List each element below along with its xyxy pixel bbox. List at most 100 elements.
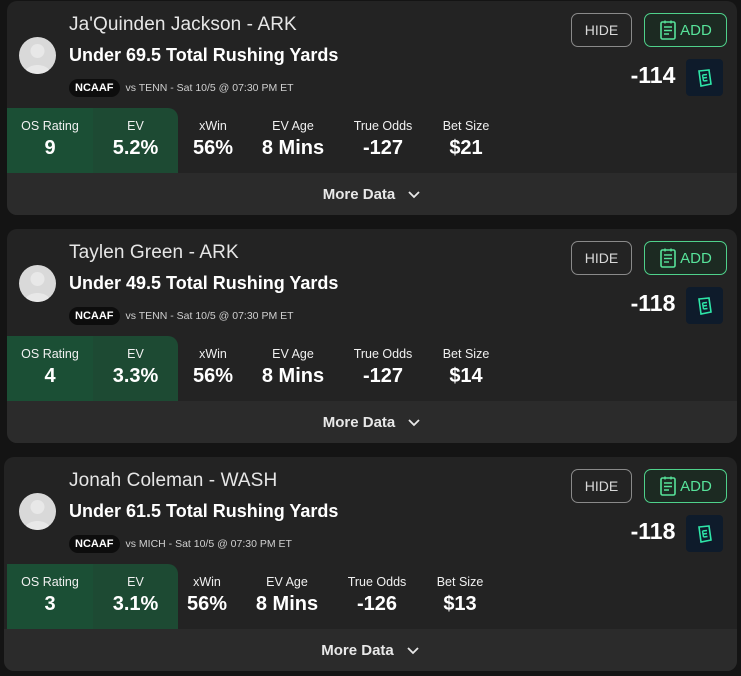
ev-age-value: 8 Mins: [255, 593, 319, 615]
more-data-label: More Data: [322, 413, 396, 431]
chevron-down-icon: [407, 190, 421, 199]
game-info: vs MICH - Sat 10/5 @ 07:30 PM ET: [125, 538, 292, 550]
chevron-down-icon: [406, 646, 420, 655]
true-odds-label: True Odds: [347, 575, 407, 589]
bet-card: Jonah Coleman - WASH Under 61.5 Total Ru…: [4, 457, 737, 671]
bet-size-value: $21: [449, 137, 483, 159]
game-info: vs TENN - Sat 10/5 @ 07:30 PM ET: [125, 310, 294, 322]
ev-age-label: EV Age: [272, 347, 314, 361]
hide-button[interactable]: HIDE: [571, 241, 632, 275]
ev-age-cell: EV Age 8 Mins: [248, 108, 338, 173]
more-data-button[interactable]: More Data: [4, 629, 737, 671]
bet-description: Under 69.5 Total Rushing Yards: [69, 45, 339, 65]
bet-card: Ja'Quinden Jackson - ARK Under 69.5 Tota…: [7, 1, 737, 215]
player-name: Jonah Coleman - WASH: [69, 470, 278, 491]
bet-size-value: $14: [449, 365, 483, 387]
os-rating-label: OS Rating: [21, 347, 79, 361]
xwin-cell: xWin 56%: [178, 336, 248, 401]
true-odds-cell: True Odds -126: [332, 564, 422, 629]
xwin-value: 56%: [192, 137, 234, 159]
hide-button[interactable]: HIDE: [571, 13, 632, 47]
ev-age-cell: EV Age 8 Mins: [242, 564, 332, 629]
more-data-button[interactable]: More Data: [7, 401, 737, 443]
notepad-icon: [659, 20, 677, 40]
os-rating-label: OS Rating: [21, 575, 79, 589]
os-rating-cell: OS Rating 3: [7, 564, 93, 629]
player-avatar: [19, 37, 56, 74]
ev-label: EV: [127, 347, 144, 361]
ev-value: 5.2%: [112, 137, 159, 159]
player-avatar: [19, 493, 56, 530]
add-label: ADD: [680, 21, 712, 39]
user-silhouette-icon: [24, 500, 51, 530]
bet-size-label: Bet Size: [442, 119, 490, 133]
more-data-label: More Data: [322, 185, 396, 203]
os-rating-value: 4: [44, 365, 56, 387]
xwin-value: 56%: [192, 365, 234, 387]
true-odds-label: True Odds: [353, 347, 413, 361]
ev-age-value: 8 Mins: [261, 365, 325, 387]
game-meta: NCAAF vs MICH - Sat 10/5 @ 07:30 PM ET: [69, 535, 292, 553]
odds-value: -118: [630, 290, 676, 316]
add-button[interactable]: ADD: [644, 241, 727, 275]
ev-cell: EV 3.3%: [93, 336, 178, 401]
bet-description: Under 61.5 Total Rushing Yards: [69, 501, 339, 521]
user-silhouette-icon: [24, 272, 51, 302]
league-badge: NCAAF: [69, 79, 120, 97]
sportsbook-logo-icon[interactable]: [686, 287, 723, 324]
bet-description: Under 49.5 Total Rushing Yards: [69, 273, 339, 293]
odds-value: -114: [630, 62, 676, 88]
user-silhouette-icon: [24, 44, 51, 74]
chevron-down-icon: [407, 418, 421, 427]
bet-size-cell: Bet Size $14: [428, 336, 504, 401]
bet-size-label: Bet Size: [442, 347, 490, 361]
os-rating-cell: OS Rating 9: [7, 108, 93, 173]
notepad-icon: [659, 476, 677, 496]
true-odds-cell: True Odds -127: [338, 336, 428, 401]
bet-size-cell: Bet Size $21: [428, 108, 504, 173]
bet-size-value: $13: [443, 593, 477, 615]
player-avatar: [19, 265, 56, 302]
notepad-icon: [659, 248, 677, 268]
more-data-button[interactable]: More Data: [7, 173, 737, 215]
stats-row: OS Rating 9 EV 5.2% xWin 56% EV Age 8 Mi…: [7, 108, 737, 173]
true-odds-label: True Odds: [353, 119, 413, 133]
odds-value: -118: [630, 518, 676, 544]
stats-row: OS Rating 4 EV 3.3% xWin 56% EV Age 8 Mi…: [7, 336, 737, 401]
add-label: ADD: [680, 249, 712, 267]
xwin-label: xWin: [193, 575, 221, 589]
ev-age-label: EV Age: [272, 119, 314, 133]
bet-size-label: Bet Size: [436, 575, 484, 589]
hide-button[interactable]: HIDE: [571, 469, 632, 503]
ev-value: 3.1%: [112, 593, 159, 615]
ev-age-value: 8 Mins: [261, 137, 325, 159]
game-info: vs TENN - Sat 10/5 @ 07:30 PM ET: [125, 82, 294, 94]
bet-size-cell: Bet Size $13: [422, 564, 498, 629]
ev-age-cell: EV Age 8 Mins: [248, 336, 338, 401]
sportsbook-logo-icon[interactable]: [686, 59, 723, 96]
ev-label: EV: [127, 119, 144, 133]
xwin-label: xWin: [199, 119, 227, 133]
ev-cell: EV 5.2%: [93, 108, 178, 173]
true-odds-value: -126: [356, 593, 398, 615]
ev-cell: EV 3.1%: [93, 564, 178, 629]
xwin-cell: xWin 56%: [178, 108, 248, 173]
more-data-label: More Data: [321, 641, 394, 659]
add-button[interactable]: ADD: [644, 13, 727, 47]
ev-age-label: EV Age: [266, 575, 308, 589]
os-rating-cell: OS Rating 4: [7, 336, 93, 401]
os-rating-value: 3: [44, 593, 56, 615]
league-badge: NCAAF: [69, 535, 120, 553]
player-name: Taylen Green - ARK: [69, 242, 239, 263]
add-label: ADD: [680, 477, 712, 495]
add-button[interactable]: ADD: [644, 469, 727, 503]
bet-card: Taylen Green - ARK Under 49.5 Total Rush…: [7, 229, 737, 443]
ev-label: EV: [127, 575, 144, 589]
sportsbook-logo-icon[interactable]: [686, 515, 723, 552]
league-badge: NCAAF: [69, 307, 120, 325]
stats-row: OS Rating 3 EV 3.1% xWin 56% EV Age 8 Mi…: [4, 564, 737, 629]
xwin-cell: xWin 56%: [172, 564, 242, 629]
game-meta: NCAAF vs TENN - Sat 10/5 @ 07:30 PM ET: [69, 79, 294, 97]
game-meta: NCAAF vs TENN - Sat 10/5 @ 07:30 PM ET: [69, 307, 294, 325]
player-name: Ja'Quinden Jackson - ARK: [69, 14, 297, 35]
